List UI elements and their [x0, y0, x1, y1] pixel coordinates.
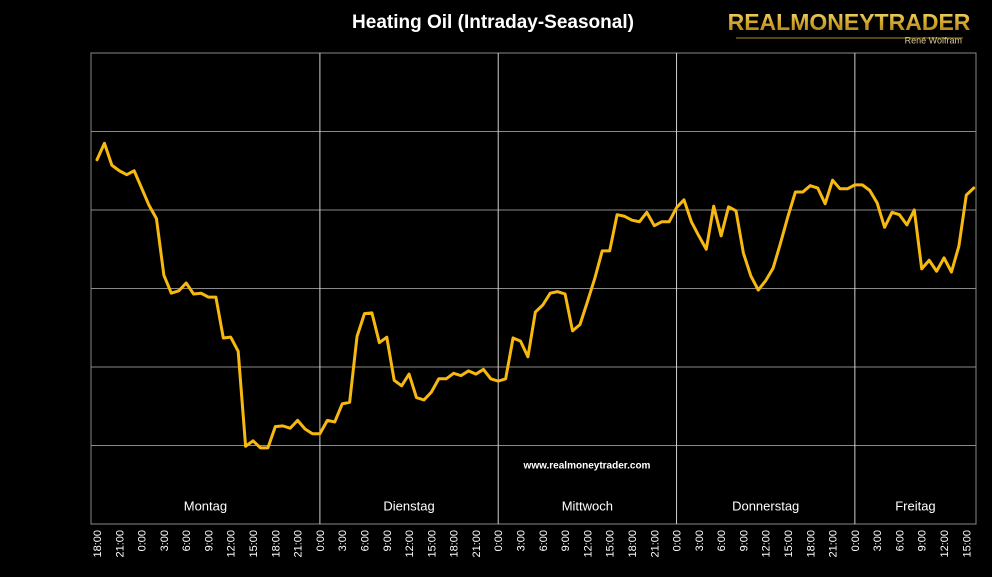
x-tick-label: 0:00 — [137, 530, 149, 551]
day-label: Dienstag — [383, 498, 434, 513]
x-tick-label: 6:00 — [359, 530, 371, 551]
x-tick-label: 3:00 — [337, 530, 349, 551]
x-tick-label: 3:00 — [694, 530, 706, 551]
x-tick-label: 9:00 — [560, 530, 572, 551]
x-tick-label: 15:00 — [961, 530, 973, 558]
x-tick-label: 21:00 — [471, 530, 483, 558]
x-tick-label: 6:00 — [538, 530, 550, 551]
chart-title: Heating Oil (Intraday-Seasonal) — [352, 12, 634, 33]
x-tick-label: 18:00 — [627, 530, 639, 558]
x-tick-label: 12:00 — [761, 530, 773, 558]
x-tick-label: 18:00 — [449, 530, 461, 558]
x-tick-label: 0:00 — [493, 530, 505, 551]
x-tick-label: 9:00 — [738, 530, 750, 551]
x-tick-label: 12:00 — [226, 530, 238, 558]
x-tick-label: 0:00 — [672, 530, 684, 551]
x-tick-label: 21:00 — [649, 530, 661, 558]
x-tick-label: 18:00 — [92, 530, 104, 558]
day-label: Mittwoch — [562, 498, 613, 513]
day-label: Freitag — [895, 498, 935, 513]
x-tick-label: 9:00 — [917, 530, 929, 551]
x-tick-label: 12:00 — [939, 530, 951, 558]
x-tick-label: 3:00 — [159, 530, 171, 551]
x-tick-label: 6:00 — [181, 530, 193, 551]
x-tick-label: 18:00 — [270, 530, 282, 558]
day-label: Montag — [184, 498, 227, 513]
watermark: www.realmoneytrader.com — [523, 461, 651, 472]
x-tick-label: 15:00 — [783, 530, 795, 558]
x-tick-label: 15:00 — [248, 530, 260, 558]
x-tick-label: 12:00 — [582, 530, 594, 558]
x-tick-label: 3:00 — [516, 530, 528, 551]
logo: REALMONEYTRADER — [728, 9, 971, 35]
x-tick-label: 6:00 — [716, 530, 728, 551]
x-tick-label: 21:00 — [828, 530, 840, 558]
x-tick-label: 18:00 — [805, 530, 817, 558]
x-tick-label: 15:00 — [605, 530, 617, 558]
series-line — [95, 141, 976, 450]
x-tick-label: 9:00 — [203, 530, 215, 551]
x-tick-label: 15:00 — [426, 530, 438, 558]
day-label: Donnerstag — [732, 498, 799, 513]
x-tick-label: 9:00 — [382, 530, 394, 551]
x-tick-label: 12:00 — [404, 530, 416, 558]
logo-author: René Wolfram — [905, 35, 962, 45]
x-tick-label: 6:00 — [894, 530, 906, 551]
x-tick-label: 0:00 — [315, 530, 327, 551]
x-tick-label: 0:00 — [850, 530, 862, 551]
x-tick-label: 21:00 — [293, 530, 305, 558]
x-tick-label: 21:00 — [114, 530, 126, 558]
x-tick-label: 3:00 — [872, 530, 884, 551]
